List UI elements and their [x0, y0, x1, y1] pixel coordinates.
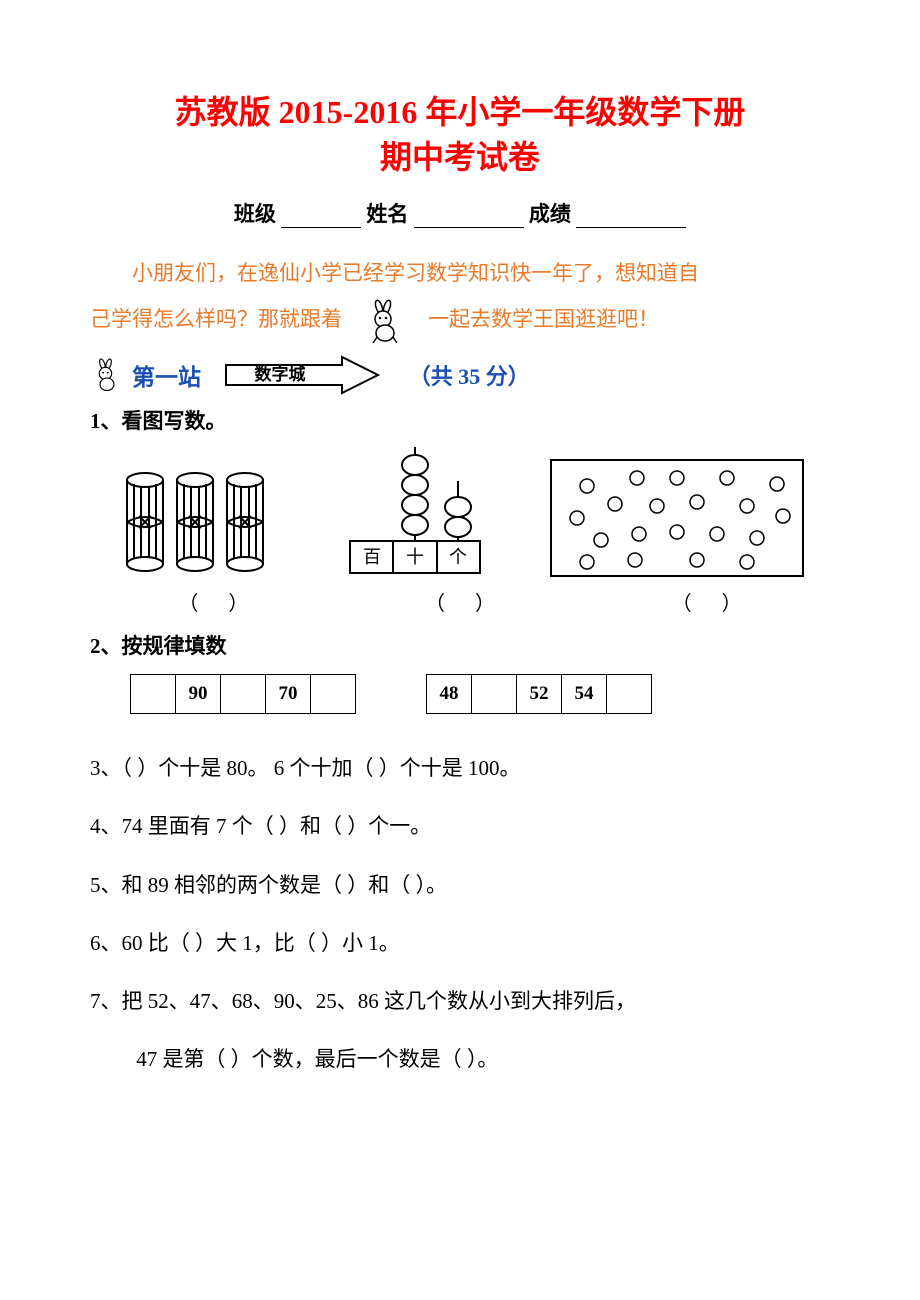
q2-t2-c4: 54	[562, 674, 607, 713]
name-label: 姓名	[366, 202, 408, 226]
q2-t1-c5[interactable]	[311, 674, 356, 713]
rabbit-icon	[363, 299, 407, 343]
q2-t1-c1[interactable]	[131, 674, 176, 713]
station-points: （共 35 分）	[409, 359, 530, 391]
q2-t1-c4: 70	[266, 674, 311, 713]
q7b-text: 47 是第（ ）个数，最后一个数是（ ）。	[90, 1035, 830, 1083]
dots-box-icon	[547, 456, 807, 581]
q2-table2: 48 52 54	[426, 674, 652, 714]
q2-t2-c2[interactable]	[472, 674, 517, 713]
q7a-text: 7、把 52、47、68、90、25、86 这几个数从小到大排列后，	[90, 977, 830, 1025]
class-label: 班级	[234, 202, 276, 226]
bundle-sticks-icon	[113, 466, 283, 581]
q2-t2-c3: 52	[517, 674, 562, 713]
q1-answer-row: （ ） （ ） （ ）	[90, 587, 830, 616]
q3-text: 3、（ ）个十是 80。 6 个十加（ ）个十是 100。	[90, 744, 830, 792]
intro-part1: 小朋友们，在逸仙小学已经学习数学知识快一年了，想知道自	[132, 261, 699, 285]
intro-part2: 己学得怎么样吗？那就跟着	[90, 307, 342, 331]
name-blank[interactable]	[414, 204, 524, 228]
class-blank[interactable]	[281, 204, 361, 228]
q1-heading: 1、看图写数。	[90, 405, 830, 435]
q2-tables: 90 70 48 52 54	[90, 674, 830, 714]
station-row: 第一站 数字城 （共 35 分）	[90, 355, 830, 395]
q2-t2-c5[interactable]	[607, 674, 652, 713]
rabbit-small-icon	[90, 358, 124, 392]
q4-text: 4、74 里面有 7 个（ ）和（ ）个一。	[90, 802, 830, 850]
q2-t1-c3[interactable]	[221, 674, 266, 713]
svg-text:个: 个	[449, 547, 467, 567]
q2-heading: 2、按规律填数	[90, 630, 830, 660]
q6-text: 6、60 比（ ）大 1，比（ ）小 1。	[90, 919, 830, 967]
score-blank[interactable]	[576, 204, 686, 228]
student-info-line: 班级 姓名 成绩	[90, 198, 830, 228]
arrow-banner-icon: 数字城	[222, 355, 382, 395]
station-label: 第一站	[132, 358, 201, 392]
intro-text: 小朋友们，在逸仙小学已经学习数学知识快一年了，想知道自 己学得怎么样吗？那就跟着…	[90, 250, 830, 343]
exam-title: 苏教版 2015-2016 年小学一年级数学下册 期中考试卷	[90, 90, 830, 180]
svg-text:百: 百	[363, 547, 381, 567]
q1-pictures: 百 十 个	[90, 441, 830, 581]
title-line1: 苏教版 2015-2016 年小学一年级数学下册	[175, 94, 746, 130]
q5-text: 5、和 89 相邻的两个数是（ ）和（ ）。	[90, 861, 830, 909]
exam-page: 苏教版 2015-2016 年小学一年级数学下册 期中考试卷 班级 姓名 成绩 …	[0, 0, 920, 1300]
score-label: 成绩	[529, 202, 571, 226]
svg-text:十: 十	[406, 547, 424, 567]
q2-t2-c1: 48	[427, 674, 472, 713]
q2-table1: 90 70	[130, 674, 356, 714]
q1-answer-1[interactable]: （ ）	[178, 587, 248, 616]
title-line2: 期中考试卷	[380, 139, 540, 175]
q1-answer-2[interactable]: （ ）	[425, 587, 495, 616]
intro-part3: 一起去数学王国逛逛吧！	[428, 307, 659, 331]
q2-t1-c2: 90	[176, 674, 221, 713]
arrow-text: 数字城	[255, 364, 306, 384]
q1-answer-3[interactable]: （ ）	[672, 587, 742, 616]
abacus-icon: 百 十 个	[330, 441, 500, 581]
